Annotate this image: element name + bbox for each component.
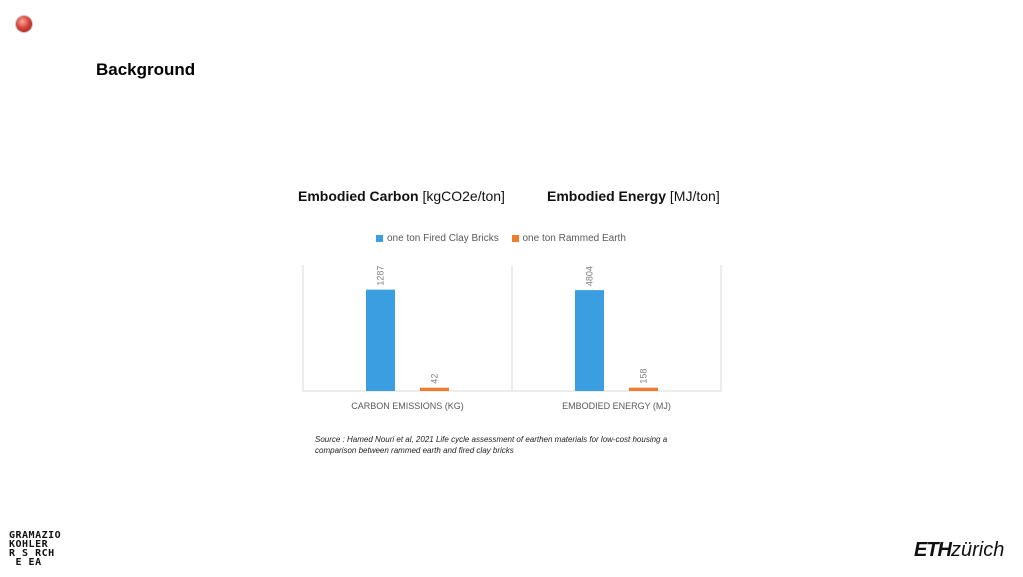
legend-label-fired-clay: one ton Fired Clay Bricks xyxy=(387,233,499,244)
eth-zurich-logo: ETHzürich xyxy=(914,539,1005,561)
data-label-carbon-fired-clay: 1287 xyxy=(376,266,386,286)
chart-heading-carbon-unit: [kgCO2e/ton] xyxy=(422,188,505,204)
x-axis-category-label: EMBODIED ENERGY (MJ) xyxy=(562,401,671,411)
source-citation: Source : Hamed Nouri et al, 2021 Life cy… xyxy=(315,435,668,455)
chart-heading-carbon: Embodied Carbon [kgCO2e/ton] xyxy=(298,188,505,204)
legend-item-fired-clay: one ton Fired Clay Bricks xyxy=(376,233,499,244)
legend-label-rammed-earth: one ton Rammed Earth xyxy=(522,233,626,244)
x-axis-category-label: CARBON EMISSIONS (KG) xyxy=(351,401,464,411)
data-label-carbon-rammed-earth: 42 xyxy=(430,374,440,384)
bar-energy-fired-clay xyxy=(575,290,604,391)
legend-swatch-rammed-earth xyxy=(511,235,519,242)
gramazio-kohler-logo: GRAMAZIO KOHLER R S RCH E EA xyxy=(9,530,62,568)
chart-heading-energy: Embodied Energy [MJ/ton] xyxy=(547,188,720,204)
data-label-energy-rammed-earth: 158 xyxy=(639,369,649,384)
record-indicator-icon xyxy=(16,16,32,32)
chart-heading-energy-title: Embodied Energy xyxy=(547,188,667,204)
data-label-energy-fired-clay: 4804 xyxy=(585,266,595,286)
legend-item-rammed-earth: one ton Rammed Earth xyxy=(511,233,626,244)
chart-heading-energy-unit: [MJ/ton] xyxy=(669,188,720,204)
legend-swatch-fired-clay xyxy=(376,235,383,242)
chart-heading-carbon-title: Embodied Carbon xyxy=(298,188,419,204)
chart-legend: one ton Fired Clay Bricks one ton Rammed… xyxy=(376,233,636,245)
slide-title: Background xyxy=(96,60,196,79)
bar-carbon-rammed-earth xyxy=(420,387,449,391)
bar-carbon-fired-clay xyxy=(366,289,395,391)
bar-energy-rammed-earth xyxy=(629,387,658,391)
